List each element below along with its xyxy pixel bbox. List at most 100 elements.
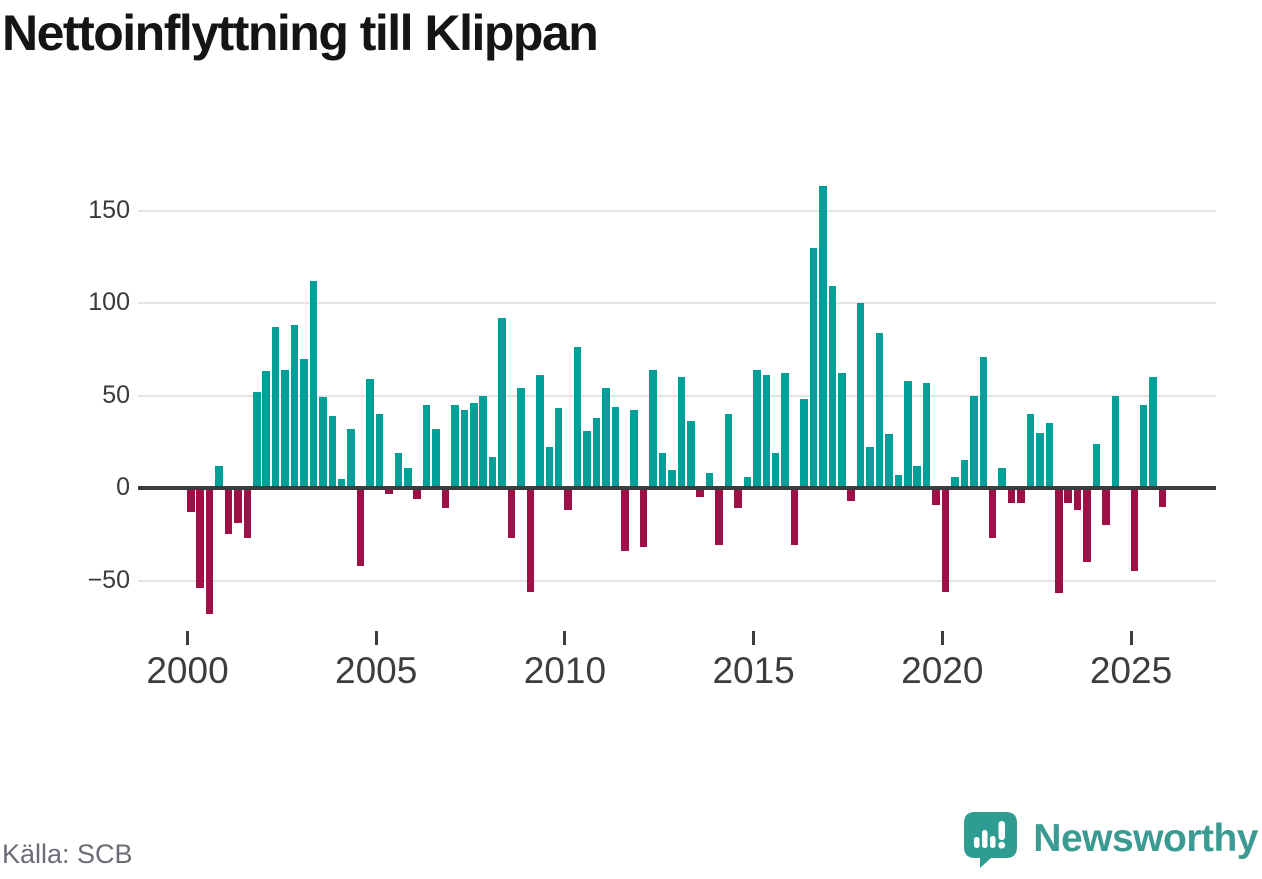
bar-2005-Q1 xyxy=(375,414,384,488)
bar-2023-Q4 xyxy=(1083,488,1091,562)
bar-2023-Q2 xyxy=(1064,488,1072,503)
bar-2014-Q1 xyxy=(715,488,723,546)
bar-2010-Q1 xyxy=(564,488,572,511)
bar-2000-Q1 xyxy=(187,488,195,513)
bar-2021-Q3 xyxy=(998,467,1006,488)
bar-2025-Q3 xyxy=(1149,377,1157,488)
bar-2011-Q4 xyxy=(630,410,638,488)
bar-2000-Q2 xyxy=(196,488,204,588)
bar-2017-Q4 xyxy=(856,303,865,488)
bar-2018-Q1 xyxy=(866,447,874,488)
bar-2016-Q2 xyxy=(800,399,808,488)
bar-2005-Q2 xyxy=(385,488,393,494)
x-axis-tick-label: 2010 xyxy=(523,650,607,691)
bar-2007-Q3 xyxy=(470,402,478,488)
bar-2025-Q2 xyxy=(1139,404,1148,488)
bar-2024-Q3 xyxy=(1111,395,1120,488)
bar-2005-Q4 xyxy=(404,467,412,488)
y-axis-tick-label: −50 xyxy=(87,565,130,594)
bar-2012-Q1 xyxy=(639,488,648,548)
bar-2004-Q2 xyxy=(347,428,355,488)
bar-2022-Q1 xyxy=(1017,488,1025,503)
bar-2002-Q1 xyxy=(262,371,270,488)
bar-2003-Q4 xyxy=(328,415,337,488)
bar-2010-Q4 xyxy=(592,417,601,488)
bar-2008-Q1 xyxy=(488,456,497,488)
bar-2010-Q3 xyxy=(583,430,591,488)
x-axis-tick-mark xyxy=(752,631,756,645)
x-axis-tick-label: 2005 xyxy=(335,650,418,691)
bar-2001-Q3 xyxy=(243,488,252,538)
bar-2025-Q1 xyxy=(1130,488,1138,572)
bar-2022-Q3 xyxy=(1036,432,1044,488)
bar-2018-Q4 xyxy=(894,475,903,488)
bar-2005-Q3 xyxy=(394,452,403,488)
bar-2002-Q4 xyxy=(290,325,299,488)
bar-2025-Q4 xyxy=(1158,488,1167,507)
brand-name: Newsworthy xyxy=(1033,817,1258,860)
y-gridline xyxy=(138,209,1216,212)
bar-2001-Q1 xyxy=(224,488,233,535)
bar-2014-Q4 xyxy=(743,476,752,488)
bar-2003-Q2 xyxy=(309,280,318,488)
bar-2013-Q1 xyxy=(677,377,686,488)
bar-2001-Q2 xyxy=(234,488,242,524)
bar-2004-Q3 xyxy=(356,488,365,566)
y-gridline xyxy=(138,579,1216,582)
x-axis-tick-mark xyxy=(1129,631,1133,645)
bar-2006-Q2 xyxy=(422,404,431,488)
bar-2003-Q3 xyxy=(319,397,327,488)
source-note: Källa: SCB xyxy=(2,839,133,869)
brand-lockup: Newsworthy xyxy=(962,808,1258,870)
bar-2009-Q2 xyxy=(536,375,544,488)
bar-2015-Q1 xyxy=(753,369,761,488)
newsworthy-logo-icon xyxy=(964,812,1018,868)
bar-2013-Q4 xyxy=(705,473,714,488)
x-axis-tick-mark xyxy=(186,631,189,645)
bar-2023-Q1 xyxy=(1055,488,1063,594)
bar-2021-Q2 xyxy=(988,488,997,538)
y-axis-tick-label: 150 xyxy=(88,195,130,224)
bar-2008-Q4 xyxy=(517,388,525,488)
bar-2014-Q3 xyxy=(734,488,742,509)
bar-2017-Q3 xyxy=(847,488,855,501)
bar-2008-Q2 xyxy=(498,317,506,488)
bar-2019-Q2 xyxy=(913,465,921,488)
bar-2024-Q2 xyxy=(1102,488,1110,525)
bar-2006-Q3 xyxy=(432,428,440,488)
bar-2020-Q3 xyxy=(960,460,969,488)
bar-2002-Q3 xyxy=(281,369,289,488)
bar-2010-Q2 xyxy=(573,347,582,488)
y-axis-tick-label: 0 xyxy=(116,473,130,501)
bar-2003-Q1 xyxy=(300,358,308,488)
bar-2012-Q4 xyxy=(668,469,676,488)
bar-2015-Q4 xyxy=(781,373,789,488)
bar-2019-Q4 xyxy=(932,488,940,505)
bar-2019-Q1 xyxy=(904,380,912,488)
bar-2012-Q2 xyxy=(649,369,657,488)
bar-2011-Q3 xyxy=(621,488,629,551)
bar-2020-Q1 xyxy=(941,488,950,592)
bar-2002-Q2 xyxy=(271,327,280,488)
bar-2022-Q2 xyxy=(1026,414,1035,488)
y-axis-tick-label: 100 xyxy=(88,288,130,316)
bar-2017-Q1 xyxy=(828,286,837,488)
x-axis-tick-label: 2025 xyxy=(1089,650,1173,691)
y-axis-tick-label: 50 xyxy=(102,380,130,409)
bar-2022-Q4 xyxy=(1045,423,1054,488)
x-axis-tick-label: 2015 xyxy=(712,650,795,691)
bar-2012-Q3 xyxy=(658,452,667,488)
page-title: Nettoinflyttning till Klippan xyxy=(2,5,599,61)
bar-2013-Q3 xyxy=(696,488,704,498)
bar-2017-Q2 xyxy=(838,373,846,488)
bar-2007-Q2 xyxy=(460,410,469,488)
x-axis-tick-mark xyxy=(563,631,567,645)
bar-2019-Q3 xyxy=(922,382,931,488)
bar-2018-Q2 xyxy=(875,332,884,488)
x-axis-tick-label: 2020 xyxy=(901,650,984,691)
y-gridline xyxy=(138,302,1216,304)
bar-2023-Q3 xyxy=(1073,488,1082,511)
bar-2011-Q2 xyxy=(611,406,620,488)
bar-2011-Q1 xyxy=(602,388,610,488)
